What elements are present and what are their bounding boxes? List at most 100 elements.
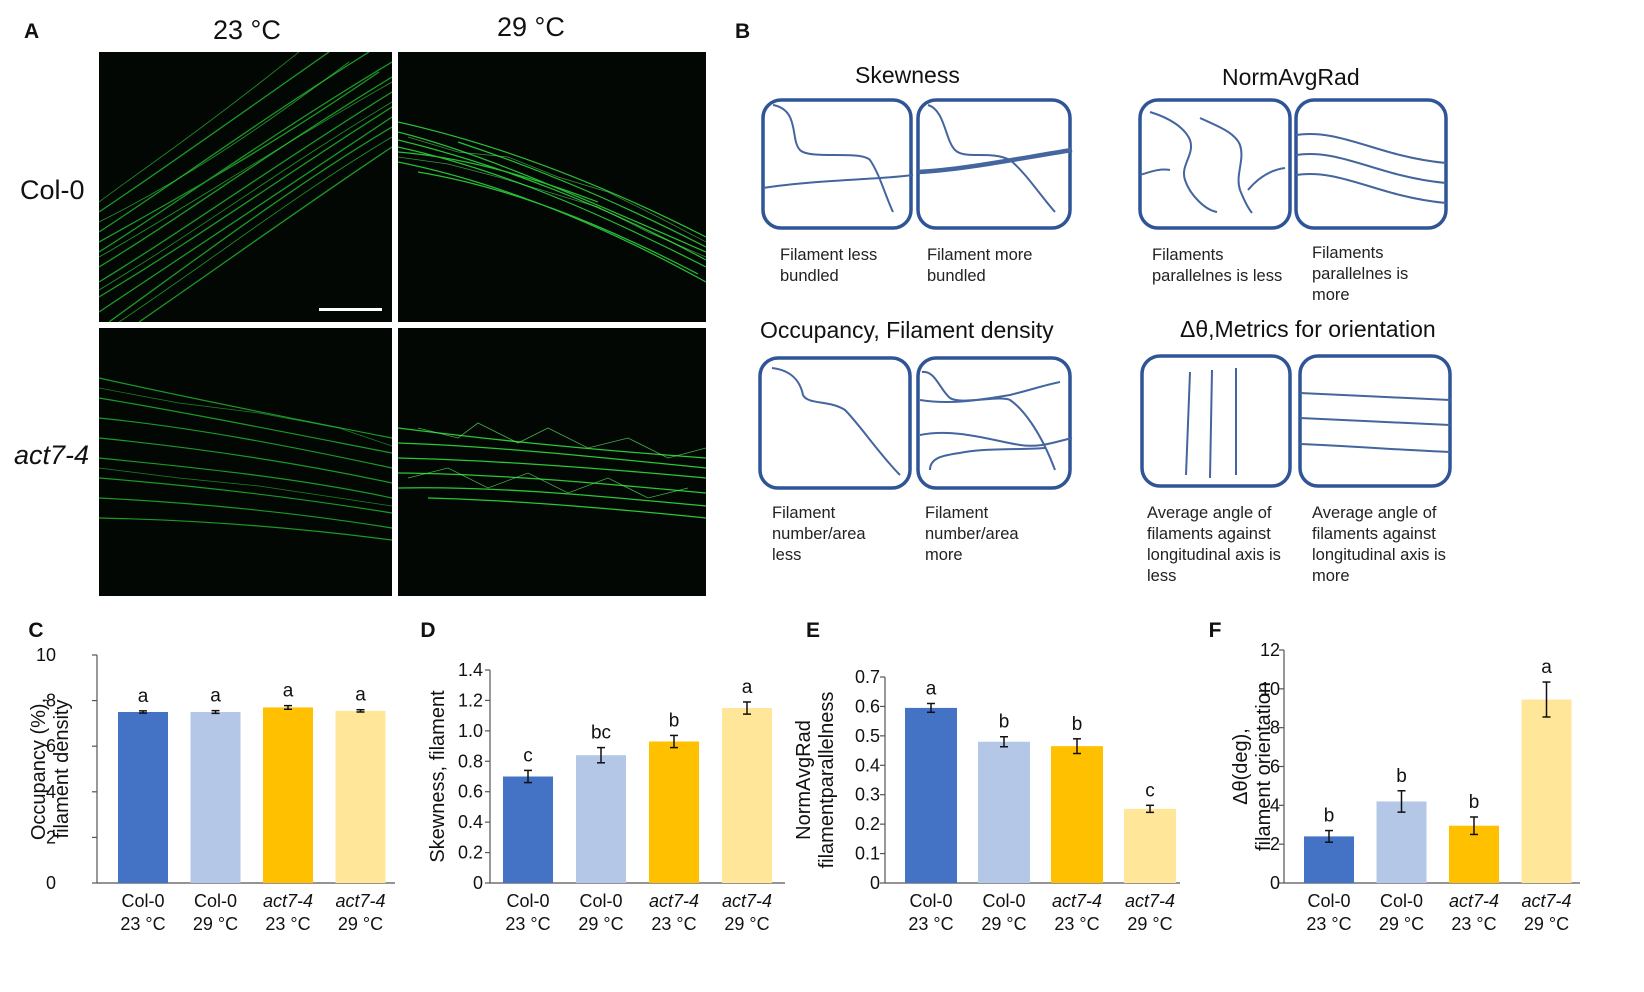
micrograph-col0-29 — [398, 52, 706, 322]
title-occupancy: Occupancy, Filament density — [760, 317, 1054, 343]
chart-e-tick-label: 0.6 — [855, 696, 880, 716]
chart-e-category-label: Col-0 — [909, 891, 952, 911]
chart-e-ylabel: filamentparallelness — [816, 692, 838, 869]
chart-c-category-label: act7-4 — [335, 891, 385, 911]
chart-f-bar — [1449, 825, 1499, 883]
chart-f-category-label: act7-4 — [1449, 891, 1499, 911]
chart-d-category-label: Col-0 — [579, 891, 622, 911]
chart-d-tick-label: 0.4 — [458, 812, 483, 832]
chart-f-tick-label: 12 — [1260, 640, 1280, 660]
chart-e-bar — [1051, 746, 1103, 883]
chart-f-tick-label: 6 — [1270, 757, 1280, 777]
chart-f-category-label: act7-4 — [1521, 891, 1571, 911]
chart-c-bar — [335, 710, 386, 883]
chart-c-ylabel: filament density — [51, 700, 73, 839]
chart-e-bar — [905, 707, 957, 883]
panel-d-label: D — [420, 619, 435, 642]
chart-e-category-label: 23 °C — [1054, 914, 1099, 934]
chart-e-letter: b — [1072, 714, 1083, 735]
chart-e-letter: c — [1145, 780, 1155, 801]
schematic-diagrams — [758, 98, 1452, 490]
chart-f-bar — [1521, 699, 1572, 883]
chart-f-letter: b — [1469, 792, 1480, 813]
chart-d-bar — [722, 708, 772, 883]
chart-d-tick-label: 1.0 — [458, 721, 483, 741]
chart-c-category-label: 23 °C — [265, 914, 310, 934]
chart-f-tick-label: 0 — [1270, 873, 1280, 893]
chart-f-category-label: 29 °C — [1379, 914, 1424, 934]
chart-f-letter: a — [1541, 657, 1552, 678]
chart-e-tick-label: 0.3 — [855, 785, 880, 805]
chart-c-ylabel: Occupancy (%), — [28, 698, 50, 840]
chart-d-letter: bc — [591, 723, 611, 744]
chart-c-bar — [263, 707, 313, 883]
caption-norm-more: Filaments parallelnes is more — [1312, 244, 1409, 304]
panel-e-label: E — [806, 619, 820, 642]
chart-d-bar — [503, 776, 553, 883]
chart-e-letter: b — [999, 712, 1010, 733]
micrograph-act74-29 — [398, 328, 706, 596]
chart-d-category-label: 29 °C — [724, 914, 769, 934]
box-occ-less — [758, 356, 912, 490]
chart-f-tick-label: 4 — [1270, 795, 1280, 815]
caption-orient-more: Average angle of filaments against longitu… — [1312, 504, 1446, 585]
chart-f-category-label: 23 °C — [1451, 914, 1496, 934]
panel-c-label: C — [28, 619, 43, 642]
box-norm-less — [1138, 98, 1292, 230]
chart-d-tick-label: 0.2 — [458, 843, 483, 863]
chart-e-bar — [978, 741, 1030, 883]
chart-f-ylabel: Δθ(deg), — [1230, 728, 1252, 805]
chart-d-bar — [576, 755, 626, 883]
chart-d-category-label: act7-4 — [649, 891, 699, 911]
box-orient-more — [1298, 354, 1452, 488]
chart-e-tick-label: 0.7 — [855, 667, 880, 687]
chart-f-bar — [1376, 801, 1427, 883]
title-normavgrad: NormAvgRad — [1222, 64, 1360, 90]
chart-d-ylabel: Skewness, filament — [427, 690, 449, 863]
chart-e-tick-label: 0.4 — [855, 755, 880, 775]
micrograph-act74-23 — [99, 328, 392, 596]
chart-d-letter: a — [742, 677, 753, 698]
caption-norm-less: Filaments parallelnes is less — [1152, 246, 1283, 285]
chart-d-category-label: act7-4 — [722, 891, 772, 911]
chart-e-tick-label: 0.5 — [855, 726, 880, 746]
chart-f-ylabel: filament orientation — [1253, 682, 1275, 851]
box-skew-more — [916, 98, 1072, 230]
chart-f-letter: b — [1396, 766, 1407, 787]
chart-c-letter: a — [210, 686, 221, 707]
chart-f-tick-label: 8 — [1270, 718, 1280, 738]
chart-c-category-label: act7-4 — [263, 891, 313, 911]
chart-d-bar — [649, 741, 699, 883]
title-skewness: Skewness — [855, 62, 960, 88]
chart-c-category-label: 29 °C — [338, 914, 383, 934]
chart-d-category-label: 29 °C — [578, 914, 623, 934]
chart-f-category-label: Col-0 — [1380, 891, 1423, 911]
chart-f-bar — [1304, 836, 1354, 883]
caption-skew-less: Filament less bundled — [780, 246, 878, 285]
chart-d-tick-label: 0.8 — [458, 751, 483, 771]
scale-bar — [319, 308, 382, 311]
chart-c-letter: a — [138, 686, 149, 707]
caption-occ-more: Filament number/area more — [925, 504, 1019, 564]
chart-e-letter: a — [926, 678, 937, 699]
panel-f-label: F — [1209, 619, 1222, 642]
chart-e-bar — [1124, 808, 1176, 883]
chart-e-category-label: act7-4 — [1125, 891, 1175, 911]
chart-e-category-label: 29 °C — [981, 914, 1026, 934]
chart-c-bar — [118, 712, 168, 883]
chart-f-letter: b — [1324, 806, 1335, 827]
chart-f-category-label: 23 °C — [1306, 914, 1351, 934]
chart-e-ylabel: NormAvgRad — [793, 720, 815, 840]
chart-d-tick-label: 0 — [473, 873, 483, 893]
chart-c-bar — [190, 712, 241, 883]
box-skew-less — [761, 98, 913, 230]
chart-e-category-label: 29 °C — [1127, 914, 1172, 934]
box-orient-less — [1140, 354, 1292, 488]
chart-d-tick-label: 1.2 — [458, 690, 483, 710]
chart-f-tick-label: 10 — [1260, 679, 1280, 699]
chart-d-tick-label: 1.4 — [458, 660, 483, 680]
chart-c-category-label: Col-0 — [194, 891, 237, 911]
chart-c-tick-label: 6 — [46, 736, 56, 756]
caption-skew-more: Filament more bundled — [927, 246, 1033, 285]
